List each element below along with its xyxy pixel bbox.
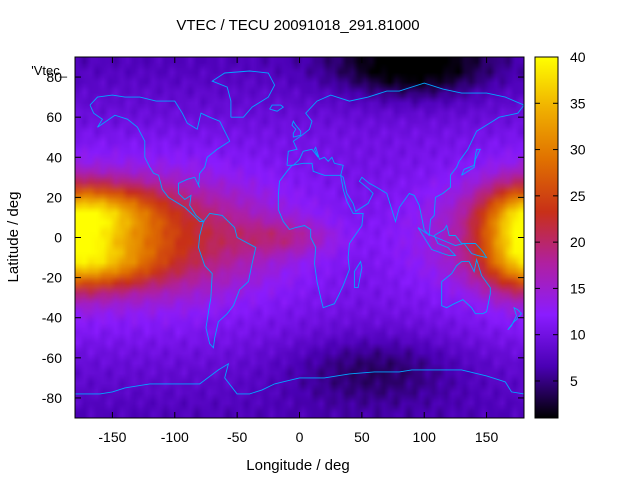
x-tick-label: 50 xyxy=(354,429,370,445)
plot-area: -150 -100 -50 0 50 100 150 -80 -60 -40 -20 0 20 40 60… xyxy=(42,56,525,445)
colorbar-gradient xyxy=(534,56,559,419)
x-tick-label: -100 xyxy=(161,429,189,445)
coast-uk xyxy=(291,120,302,138)
coast-japan xyxy=(461,148,482,176)
x-axis: -150 -100 -50 0 50 100 150 xyxy=(98,57,498,445)
coast-madagascar xyxy=(353,260,363,289)
colorbar-tick-label: 10 xyxy=(570,327,586,343)
colorbar-ticks: 5 10 15 20 25 30 35 40 xyxy=(535,49,586,389)
coast-greenland xyxy=(211,70,276,118)
coast-australia xyxy=(441,257,491,315)
coast-antarctica-east xyxy=(274,369,525,395)
y-tick-label: 20 xyxy=(46,189,62,205)
coastlines xyxy=(75,70,525,395)
x-tick-label: 0 xyxy=(296,429,304,445)
colorbar-tick-label: 40 xyxy=(570,49,586,65)
y-tick-label: 40 xyxy=(46,149,62,165)
x-axis-title: Longitude / deg xyxy=(246,457,349,474)
y-axis: -80 -60 -40 -20 0 20 40 60 80 xyxy=(42,69,524,406)
colorbar-tick-label: 5 xyxy=(570,373,578,389)
coast-antarctica-west xyxy=(75,362,275,395)
coast-eurasia xyxy=(286,82,525,237)
y-tick-label: -60 xyxy=(42,350,62,366)
coast-indonesia xyxy=(417,224,488,259)
x-tick-label: 100 xyxy=(413,429,437,445)
x-tick-label: -50 xyxy=(227,429,247,445)
chart-title: VTEC / TECU 20091018_291.81000 xyxy=(176,17,419,34)
coast-iceland xyxy=(269,104,285,112)
coast-south-america xyxy=(198,212,257,349)
colorbar-tick-label: 35 xyxy=(570,95,586,111)
coast-africa xyxy=(277,162,364,309)
colorbar-tick-label: 20 xyxy=(570,234,586,250)
x-tick-label: 150 xyxy=(475,429,499,445)
y-tick-label: -80 xyxy=(42,390,62,406)
colorbar-tick-label: 15 xyxy=(570,280,586,296)
coast-new-zealand xyxy=(507,306,523,331)
colorbar-tick-label: 30 xyxy=(570,142,586,158)
y-tick-label: 0 xyxy=(54,230,62,246)
x-tick-label: -150 xyxy=(98,429,126,445)
y-tick-label: -40 xyxy=(42,310,62,326)
y-tick-label: -20 xyxy=(42,270,62,286)
colorbar-tick-label: 25 xyxy=(570,188,586,204)
colorbar: 5 10 15 20 25 30 35 40 xyxy=(534,49,586,419)
y-tick-label: 80 xyxy=(46,69,62,85)
key-label: 'Vtec_ xyxy=(31,63,67,78)
y-tick-label: 60 xyxy=(46,109,62,125)
vtec-heatmap xyxy=(75,57,524,418)
coast-north-america xyxy=(89,94,231,222)
y-axis-title: Latitude / deg xyxy=(5,192,22,283)
